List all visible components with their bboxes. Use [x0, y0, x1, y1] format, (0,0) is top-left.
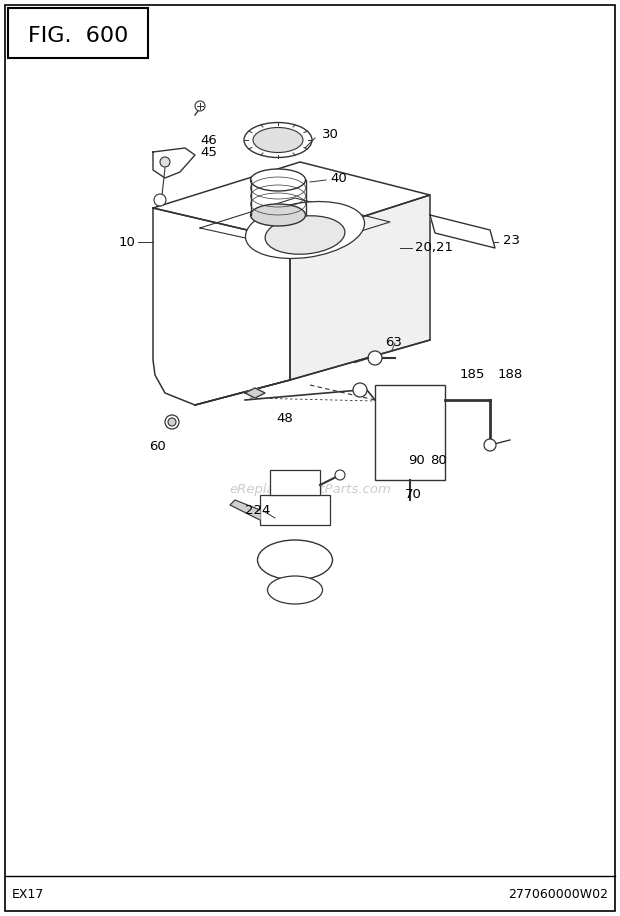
Text: 46: 46 [200, 134, 217, 147]
Text: 20,21: 20,21 [415, 242, 453, 255]
Text: 277060000W02: 277060000W02 [508, 889, 608, 901]
Text: 48: 48 [277, 412, 293, 425]
Ellipse shape [250, 204, 306, 226]
Circle shape [168, 418, 176, 426]
Text: 60: 60 [149, 440, 166, 453]
Bar [260, 495, 330, 525]
Ellipse shape [257, 540, 332, 580]
Text: 23: 23 [503, 234, 520, 246]
Polygon shape [153, 208, 290, 405]
Text: 40: 40 [330, 171, 347, 184]
Ellipse shape [265, 216, 345, 255]
Polygon shape [290, 195, 430, 380]
Circle shape [353, 383, 367, 397]
Polygon shape [153, 148, 195, 178]
Circle shape [154, 194, 166, 206]
Text: 70: 70 [405, 488, 422, 501]
Ellipse shape [244, 123, 312, 158]
Circle shape [160, 157, 170, 167]
Text: 80: 80 [430, 453, 447, 466]
Ellipse shape [246, 202, 365, 258]
Ellipse shape [250, 169, 306, 191]
Text: 63: 63 [385, 336, 402, 350]
Text: FIG.  600: FIG. 600 [28, 26, 128, 46]
Polygon shape [153, 162, 430, 240]
Bar [8, 8, 148, 58]
Text: 185: 185 [460, 368, 485, 381]
Polygon shape [245, 388, 265, 398]
Circle shape [335, 470, 345, 480]
Polygon shape [230, 500, 260, 520]
Bar [375, 385, 445, 480]
Polygon shape [430, 215, 495, 248]
Ellipse shape [267, 576, 322, 604]
Circle shape [165, 415, 179, 429]
Circle shape [484, 439, 496, 451]
Bar [270, 470, 320, 495]
Text: 45: 45 [200, 146, 217, 158]
Text: 90: 90 [408, 453, 425, 466]
Text: 188: 188 [498, 368, 523, 381]
Text: 30: 30 [322, 128, 339, 141]
Text: eReplacementParts.com: eReplacementParts.com [229, 484, 391, 496]
Text: 10: 10 [118, 235, 135, 248]
Text: EX17: EX17 [12, 889, 45, 901]
Text: 224: 224 [245, 504, 270, 517]
Circle shape [368, 351, 382, 365]
Ellipse shape [253, 127, 303, 152]
Circle shape [195, 101, 205, 111]
